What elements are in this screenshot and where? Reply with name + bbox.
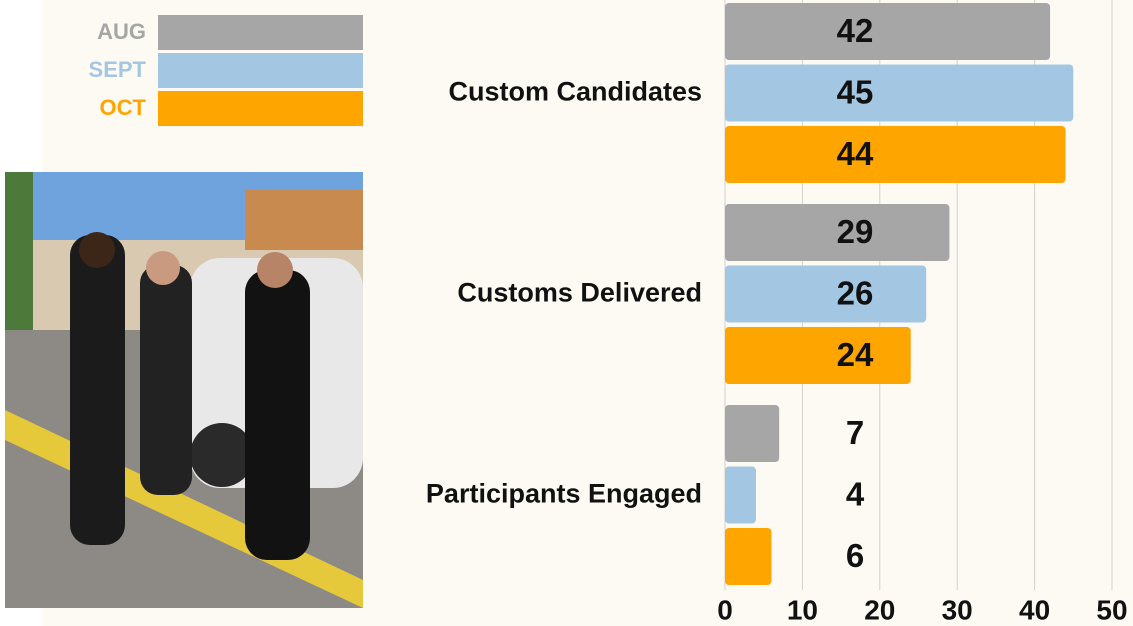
legend-swatch — [158, 15, 363, 50]
photo — [5, 172, 363, 608]
value-label: 29 — [837, 213, 874, 250]
value-label: 45 — [837, 74, 874, 111]
bar — [725, 405, 780, 462]
legend-swatch — [158, 91, 363, 126]
value-label: 6 — [846, 537, 864, 574]
legend-label: AUG — [97, 19, 146, 44]
bar — [725, 528, 772, 585]
value-label: 4 — [846, 476, 865, 513]
legend-swatch — [158, 53, 363, 88]
value-label: 42 — [837, 12, 874, 49]
value-label: 44 — [837, 135, 874, 172]
value-label: 26 — [837, 275, 874, 312]
bar — [725, 126, 1066, 183]
legend-label: OCT — [100, 95, 147, 120]
bar — [725, 3, 1051, 60]
bar — [725, 204, 950, 261]
x-tick-label: 50 — [1096, 594, 1127, 625]
category-label: Participants Engaged — [426, 478, 702, 508]
x-tick-label: 10 — [787, 594, 818, 625]
bar — [725, 327, 911, 384]
x-tick-label: 40 — [1019, 594, 1050, 625]
x-tick-label: 30 — [942, 594, 973, 625]
x-tick-label: 0 — [717, 594, 733, 625]
x-tick-label: 20 — [864, 594, 895, 625]
value-label: 7 — [846, 414, 864, 451]
bar — [725, 466, 756, 524]
category-label: Custom Candidates — [448, 76, 702, 106]
bar — [725, 64, 1074, 122]
bar — [725, 265, 927, 323]
value-label: 24 — [837, 336, 874, 373]
legend-label: SEPT — [89, 57, 147, 82]
category-label: Customs Delivered — [457, 277, 702, 307]
